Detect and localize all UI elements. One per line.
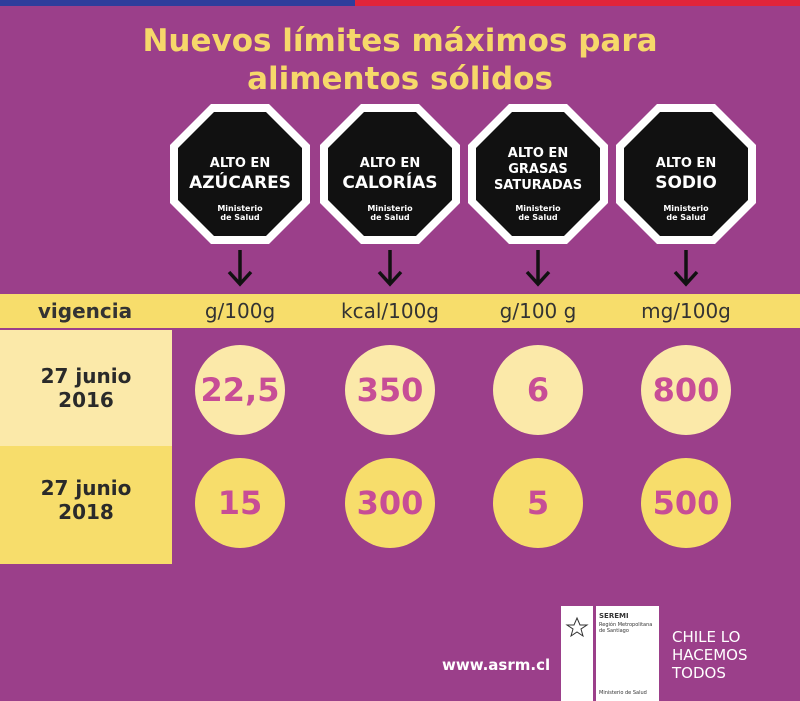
title-line-2: alimentos sólidos [247,61,553,97]
unit-azucares: g/100g [204,299,276,323]
seal-ministry-2: de Salud [370,213,410,222]
chile-crest-icon [565,616,589,638]
unit-calorias: kcal/100g [341,299,439,323]
vigencia-label: vigencia [37,299,133,323]
units-header-row: vigencia g/100g kcal/100g g/100 g mg/100… [0,294,800,328]
seal-line-2: GRASAS [508,162,568,177]
flag-red-stripe [355,0,800,6]
seal-line-2: AZÚCARES [189,173,291,193]
arrow-down-icon [225,248,255,288]
arrow-down-icon [523,248,553,288]
seal-grasas-saturadas: ALTO EN GRASAS SATURADAS Ministerio de S… [468,104,608,244]
logo-region: Región Metropolitana de Santiago [599,622,653,634]
seal-azucares: ALTO EN AZÚCARES Ministerio de Salud [170,104,310,244]
octagon-seal-icon [616,104,756,244]
seal-ministry-2: de Salud [518,213,558,222]
logo-ministry: Ministerio de Salud [599,690,647,696]
unit-sodio: mg/100g [641,299,731,323]
seal-ministry-2: de Salud [666,213,706,222]
seal-line-3: SATURADAS [493,178,583,193]
slogan-line-3: TODOS [672,664,726,682]
value-circle: 22,5 [195,345,285,435]
value-circle: 800 [641,345,731,435]
slogan-line-2: HACEMOS [672,646,748,664]
seal-ministry-1: Ministerio [663,204,709,213]
seal-ministry-1: Ministerio [515,204,561,213]
value-circle: 6 [493,345,583,435]
date-line-2: 2016 [58,388,114,412]
value-circle: 350 [345,345,435,435]
seal-line-1: ALTO EN [507,146,569,161]
value-circle: 5 [493,458,583,548]
arrow-down-icon [671,248,701,288]
page-title: Nuevos límites máximos para alimentos só… [0,22,800,98]
value-circle: 300 [345,458,435,548]
octagon-seal-icon [468,104,608,244]
date-line-2: 2018 [58,500,114,524]
date-line-1: 27 junio [40,364,132,388]
seal-calorias: ALTO EN CALORÍAS Ministerio de Salud [320,104,460,244]
arrow-down-icon [375,248,405,288]
slogan-line-1: CHILE LO [672,628,741,646]
octagon-seal-icon [170,104,310,244]
logo-divider [593,606,596,701]
seremi-logo: SEREMI Región Metropolitana de Santiago … [561,606,659,701]
logo-seremi: SEREMI [599,612,629,620]
date-cell-2018: 27 junio 2018 [0,446,172,564]
top-flag-bar [0,0,800,6]
seal-line-1: ALTO EN [209,156,271,171]
unit-grasas: g/100 g [499,299,577,323]
octagon-seal-icon [320,104,460,244]
seal-sodio: ALTO EN SODIO Ministerio de Salud [616,104,756,244]
website-link[interactable]: www.asrm.cl [442,656,551,674]
date-line-1: 27 junio [40,476,132,500]
seal-ministry-1: Ministerio [367,204,413,213]
date-cell-2016: 27 junio 2016 [0,330,172,446]
title-line-1: Nuevos límites máximos para [142,23,658,59]
seal-line-1: ALTO EN [359,156,421,171]
seal-line-2: CALORÍAS [342,173,438,193]
seal-ministry-2: de Salud [220,213,260,222]
government-slogan: CHILE LO HACEMOS TODOS [672,628,748,682]
value-circle: 15 [195,458,285,548]
seal-line-2: SODIO [655,173,717,193]
seal-ministry-1: Ministerio [217,204,263,213]
value-circle: 500 [641,458,731,548]
flag-blue-stripe [0,0,355,6]
seal-line-1: ALTO EN [655,156,717,171]
